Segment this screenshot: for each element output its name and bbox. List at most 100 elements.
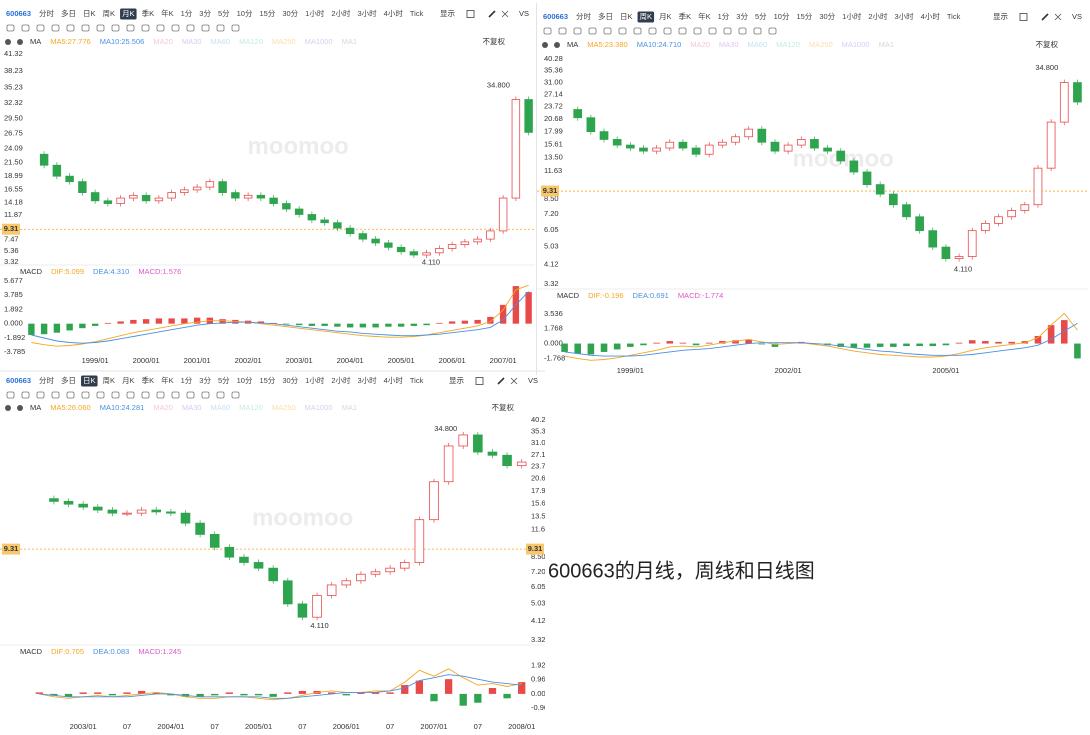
tool-icon[interactable] [96,24,105,32]
tool-icon[interactable] [738,27,747,35]
tool-icon[interactable] [678,27,687,35]
period-tab[interactable]: 2小时 [331,375,351,385]
period-tab[interactable]: 季K [142,8,155,18]
tool-icon[interactable] [633,27,642,35]
period-tab[interactable]: 1小时 [842,11,862,21]
period-tab[interactable]: 分时 [576,11,591,21]
tool-icon[interactable] [51,24,60,32]
period-tab[interactable]: 分时 [39,8,54,18]
period-tab[interactable]: 周K [103,9,116,18]
period-tab[interactable]: 3小时 [895,11,915,21]
adjust-mode[interactable]: 不复权 [483,36,506,46]
tool-icon[interactable] [693,27,702,35]
tool-icon[interactable] [6,391,15,399]
period-tab[interactable]: 4小时 [921,11,941,21]
tool-icon[interactable] [111,24,120,32]
period-tab[interactable]: 15分 [796,12,812,21]
adjust-mode[interactable]: 不复权 [492,402,515,412]
display-menu[interactable]: 显示 [440,9,455,18]
period-tab[interactable]: 月K [122,376,135,385]
icon[interactable] [1054,13,1062,21]
period-tab[interactable]: 1分 [181,376,193,385]
icon[interactable] [510,377,518,385]
period-tab[interactable]: Tick [410,376,424,385]
period-tab[interactable]: 1小时 [305,375,325,385]
period-tab[interactable]: 5分 [218,376,230,385]
vs-button[interactable]: VS [528,376,538,385]
tool-icon[interactable] [21,391,30,399]
tool-icon[interactable] [768,27,777,35]
period-tab[interactable]: 多日 [61,8,76,18]
period-tab[interactable]: 季K [142,375,155,385]
tool-icon[interactable] [216,24,225,32]
period-tab[interactable]: 4小时 [384,8,404,18]
tool-icon[interactable] [753,27,762,35]
settings-icon[interactable] [5,39,11,45]
tool-icon[interactable] [201,24,210,32]
tool-icon[interactable] [141,24,150,32]
tool-icon[interactable] [171,391,180,399]
icon[interactable] [466,10,475,18]
vs-button[interactable]: VS [519,9,529,18]
tool-icon[interactable] [66,391,75,399]
period-tab[interactable]: Tick [947,12,961,21]
tool-icon[interactable] [543,27,552,35]
period-tab[interactable]: 4小时 [384,375,404,385]
period-tab[interactable]: 1分 [181,9,193,18]
display-menu[interactable]: 显示 [449,376,464,385]
period-tab[interactable]: 1分 [718,12,730,21]
period-tab[interactable]: 月K [659,12,672,21]
period-tab[interactable]: 月K [122,9,135,18]
tool-icon[interactable] [558,27,567,35]
tool-icon[interactable] [66,24,75,32]
period-tab[interactable]: 30分 [282,9,298,18]
period-tab[interactable]: 10分 [237,376,253,385]
period-tab[interactable]: 周K [103,376,116,385]
tool-icon[interactable] [648,27,657,35]
icon[interactable] [501,10,509,18]
period-tab[interactable]: 季K [679,11,692,21]
icon[interactable] [475,377,484,385]
period-tab[interactable]: 日K [83,9,96,18]
tool-icon[interactable] [81,24,90,32]
tool-icon[interactable] [186,391,195,399]
tool-icon[interactable] [156,391,165,399]
icon[interactable] [488,10,496,18]
period-tab[interactable]: 日K [83,376,96,385]
period-tab[interactable]: 年K [161,375,174,385]
tool-icon[interactable] [21,24,30,32]
period-tab[interactable]: 10分 [774,12,790,21]
tool-icon[interactable] [231,391,240,399]
period-tab[interactable]: 分时 [39,375,54,385]
period-tab[interactable]: 10分 [237,9,253,18]
period-tab[interactable]: 多日 [598,11,613,21]
tool-icon[interactable] [126,24,135,32]
tool-icon[interactable] [81,391,90,399]
icon[interactable] [1041,13,1049,21]
tool-icon[interactable] [201,391,210,399]
period-tab[interactable]: 年K [161,8,174,18]
settings-icon[interactable] [554,42,560,48]
tool-icon[interactable] [588,27,597,35]
tool-icon[interactable] [231,24,240,32]
tool-icon[interactable] [603,27,612,35]
period-tab[interactable]: 15分 [259,9,275,18]
period-tab[interactable]: 周K [640,12,653,21]
period-tab[interactable]: 3小时 [358,375,378,385]
period-tab[interactable]: 日K [620,12,633,21]
tool-icon[interactable] [36,24,45,32]
tool-icon[interactable] [663,27,672,35]
display-menu[interactable]: 显示 [993,12,1008,21]
period-tab[interactable]: 多日 [61,375,76,385]
icon[interactable] [1019,13,1028,21]
period-tab[interactable]: 3分 [199,376,211,385]
tool-icon[interactable] [6,24,15,32]
tool-icon[interactable] [573,27,582,35]
tool-icon[interactable] [126,391,135,399]
tool-icon[interactable] [171,24,180,32]
period-tab[interactable]: 15分 [259,376,275,385]
vs-button[interactable]: VS [1072,12,1082,21]
tool-icon[interactable] [111,391,120,399]
tool-icon[interactable] [618,27,627,35]
period-tab[interactable]: 5分 [755,12,767,21]
